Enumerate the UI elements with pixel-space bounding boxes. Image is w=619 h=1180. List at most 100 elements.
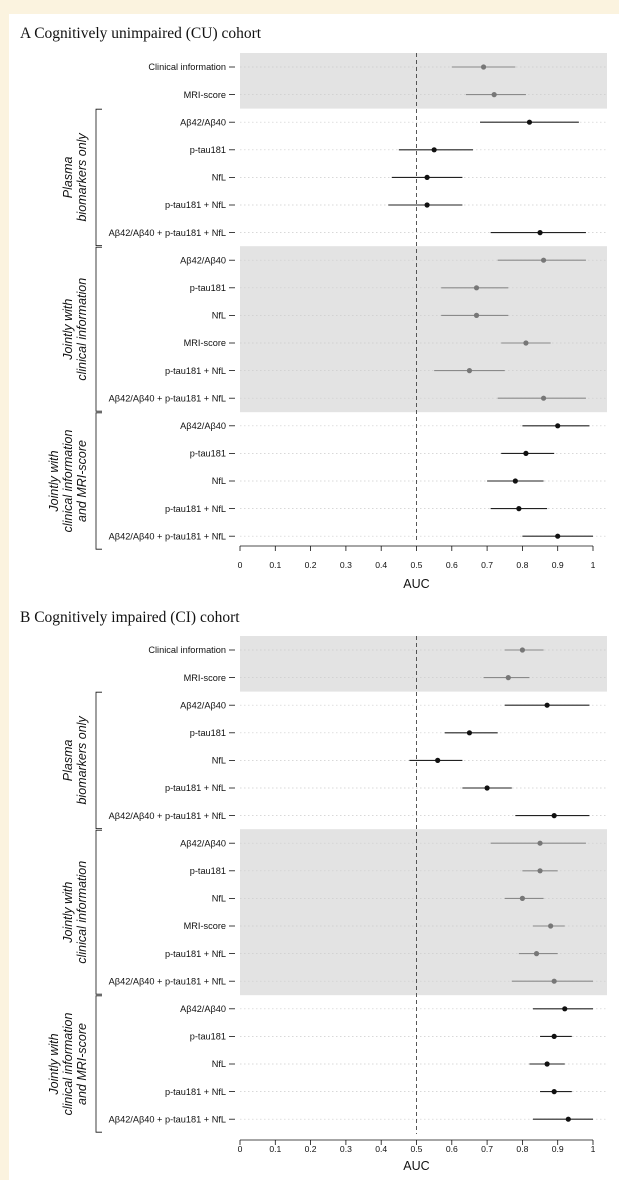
- x-tick-label: 0.2: [305, 1144, 317, 1154]
- auc-point-marker: [544, 702, 550, 708]
- x-tick-label: 0.4: [375, 560, 387, 570]
- row-label: p-tau181: [190, 145, 226, 155]
- row-label: Aβ42/Aβ40 + p-tau181 + NfL: [109, 811, 226, 821]
- auc-point-marker: [435, 757, 441, 764]
- auc-point-marker: [540, 257, 547, 263]
- auc-point-marker: [551, 813, 557, 819]
- auc-point-marker: [537, 840, 543, 846]
- auc-point-marker: [551, 1033, 557, 1039]
- row-label: Aβ42/Aβ40 + p-tau181 + NfL: [109, 228, 226, 238]
- row-label: MRI-score: [184, 921, 226, 931]
- auc-point-marker: [466, 368, 473, 374]
- auc-point-marker: [491, 92, 497, 98]
- group-label: Jointly with: [61, 299, 75, 361]
- row-label: Aβ42/Aβ40: [180, 421, 226, 431]
- group-label: biomarkers only: [75, 716, 89, 805]
- row-label: NfL: [212, 756, 226, 766]
- left-page-band: [0, 14, 9, 1180]
- row-label: MRI-score: [184, 673, 226, 683]
- panel-title: B Cognitively impaired (CI) cohort: [20, 609, 240, 626]
- x-tick-label: 0.8: [516, 560, 528, 570]
- auc-point-marker: [484, 785, 490, 791]
- row-label: Aβ42/Aβ40: [180, 255, 226, 265]
- row-label: Aβ42/Aβ40 + p-tau181 + NfL: [109, 1114, 226, 1124]
- x-tick-label: 0.3: [340, 1144, 352, 1154]
- group-bracket: [95, 412, 102, 550]
- group-label: and MRI-score: [75, 1023, 89, 1105]
- x-tick-label: 0.9: [552, 560, 564, 570]
- group-label: and MRI-score: [75, 440, 89, 522]
- auc-point-marker: [512, 478, 518, 484]
- row-label: Aβ42/Aβ40 + p-tau181 + NfL: [109, 976, 226, 986]
- row-label: Clinical information: [148, 62, 226, 72]
- shaded-group-band: [240, 53, 607, 109]
- auc-point-marker: [424, 174, 430, 180]
- auc-point-marker: [523, 450, 529, 456]
- group-bracket: [95, 995, 102, 1133]
- x-tick-label: 0.4: [375, 1144, 387, 1154]
- row-label: p-tau181: [190, 866, 226, 876]
- x-tick-label: 0.5: [411, 1144, 423, 1154]
- row-label: Aβ42/Aβ40 + p-tau181 + NfL: [109, 393, 226, 403]
- row-label: p-tau181 + NfL: [165, 366, 226, 376]
- row-label: Aβ42/Aβ40: [180, 700, 226, 710]
- group-label: Plasma: [61, 740, 75, 782]
- x-tick-label: 0.9: [552, 1144, 564, 1154]
- row-label: p-tau181: [190, 728, 226, 738]
- auc-point-marker: [431, 147, 437, 153]
- auc-point-marker: [555, 533, 561, 539]
- row-label: Aβ42/Aβ40: [180, 1004, 226, 1014]
- x-tick-label: 0.6: [446, 560, 458, 570]
- auc-point-marker: [473, 312, 480, 318]
- auc-point-marker: [555, 423, 561, 429]
- row-label: NfL: [212, 311, 226, 321]
- group-label: clinical information: [61, 430, 75, 533]
- shaded-group-band: [240, 246, 607, 413]
- auc-point-marker: [551, 1089, 557, 1095]
- x-tick-label: 0.8: [516, 1144, 528, 1154]
- x-tick-label: 0.2: [305, 560, 317, 570]
- auc-point-marker: [505, 675, 511, 681]
- x-tick-label: 0.3: [340, 560, 352, 570]
- row-label: NfL: [212, 476, 226, 486]
- row-label: NfL: [212, 894, 226, 904]
- auc-point-marker: [523, 340, 529, 346]
- row-label: NfL: [212, 173, 226, 183]
- x-tick-label: 0.1: [269, 1144, 281, 1154]
- row-label: p-tau181 + NfL: [165, 783, 226, 793]
- row-label: Aβ42/Aβ40: [180, 838, 226, 848]
- x-tick-label: 0.7: [481, 560, 493, 570]
- auc-point-marker: [562, 1006, 568, 1012]
- x-tick-label: 0.6: [446, 1144, 458, 1154]
- x-tick-label: 0.5: [411, 560, 423, 570]
- auc-point-marker: [565, 1116, 571, 1122]
- row-label: p-tau181 + NfL: [165, 1087, 226, 1097]
- panel-title: A Cognitively unimpaired (CU) cohort: [20, 25, 262, 42]
- row-label: p-tau181 + NfL: [165, 504, 226, 514]
- group-label: Plasma: [61, 157, 75, 199]
- x-tick-label: 1: [591, 1144, 596, 1154]
- row-label: MRI-score: [184, 90, 226, 100]
- auc-point-marker: [544, 1061, 550, 1067]
- auc-point-marker: [540, 395, 547, 401]
- row-label: NfL: [212, 1059, 226, 1069]
- x-axis-label: AUC: [403, 577, 429, 591]
- x-tick-label: 0: [238, 560, 243, 570]
- x-axis-label: AUC: [403, 1159, 429, 1173]
- x-tick-label: 0.1: [269, 560, 281, 570]
- row-label: MRI-score: [184, 338, 226, 348]
- auc-point-marker: [424, 202, 430, 208]
- row-label: Aβ42/Aβ40 + p-tau181 + NfL: [109, 531, 226, 541]
- row-label: Clinical information: [148, 645, 226, 655]
- shaded-group-band: [240, 636, 607, 692]
- group-label: clinical information: [61, 1013, 75, 1116]
- x-tick-label: 1: [591, 560, 596, 570]
- group-label: Jointly with: [47, 450, 61, 512]
- auc-point-marker: [519, 895, 526, 902]
- auc-point-marker: [548, 923, 554, 929]
- x-tick-label: 0.7: [481, 1144, 493, 1154]
- group-bracket: [95, 829, 102, 995]
- auc-point-marker: [551, 978, 557, 984]
- row-label: Aβ42/Aβ40: [180, 117, 226, 127]
